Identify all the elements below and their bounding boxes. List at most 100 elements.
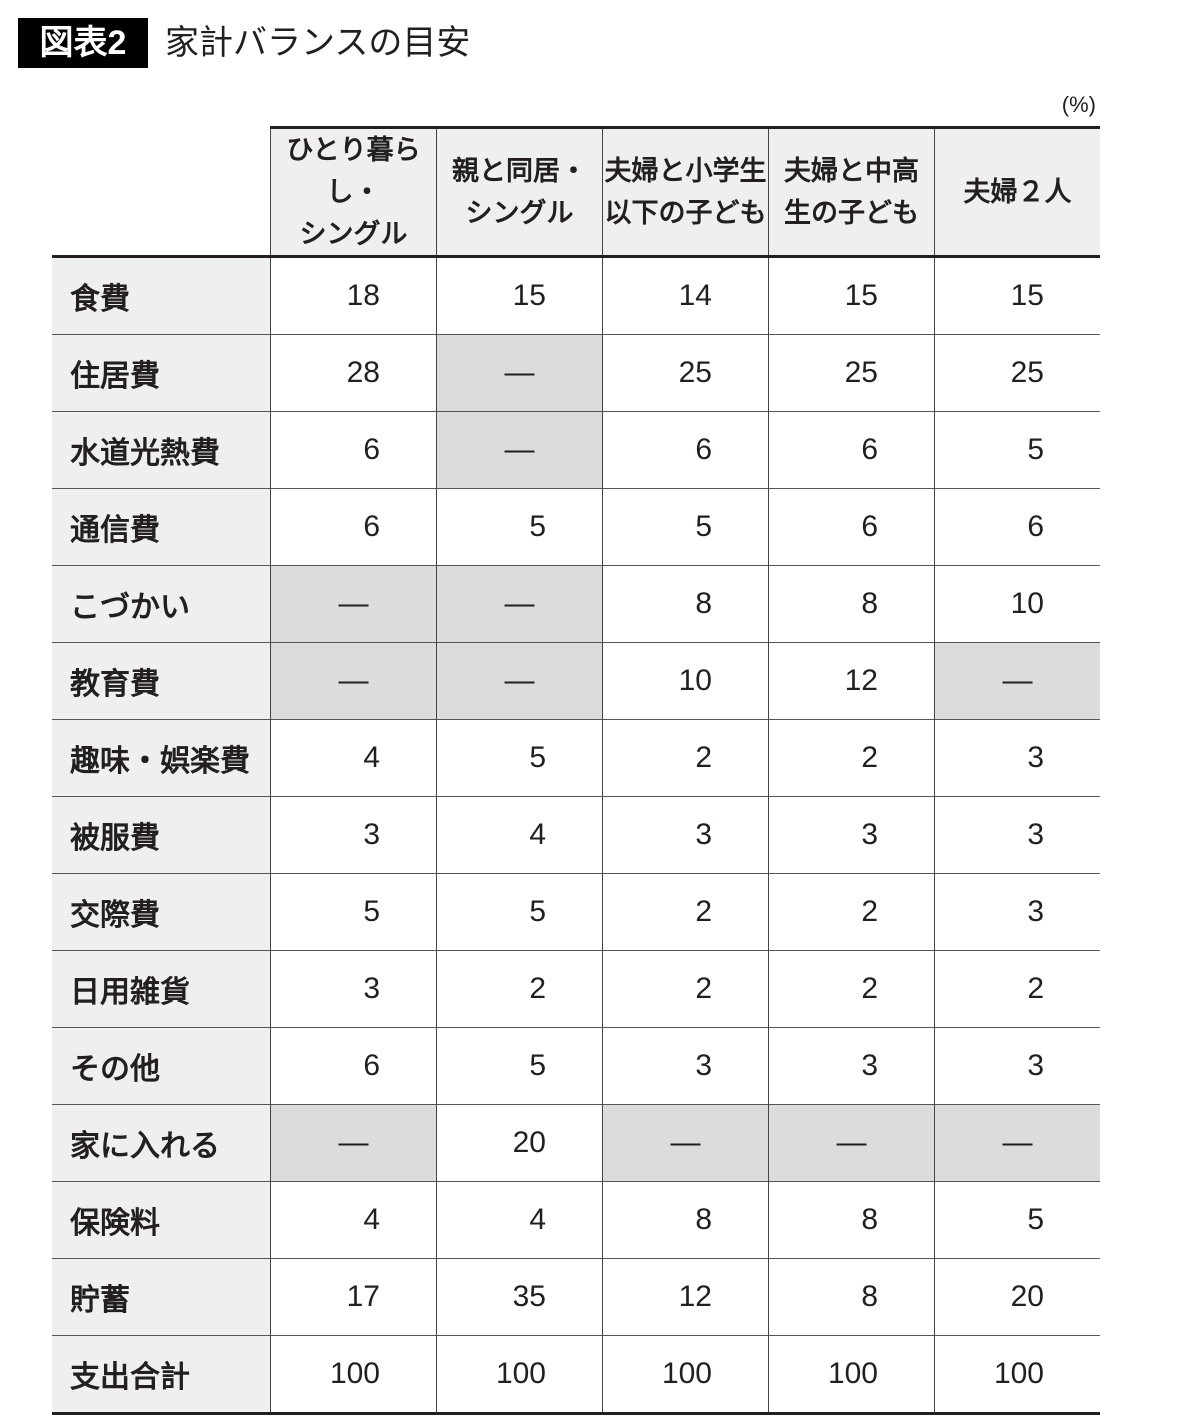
table-cell: 10 — [602, 642, 769, 720]
table-cell: 15 — [436, 256, 603, 335]
table-row: 住居費 28—25 25 25 — [52, 334, 1100, 412]
row-label: 食費 — [52, 256, 271, 335]
table-cell: 3 — [934, 796, 1100, 874]
table-cell: — — [934, 1104, 1100, 1182]
column-header: 夫婦と小学生 以下の子ども — [602, 126, 769, 257]
row-label: 教育費 — [52, 642, 271, 720]
table-cell: 5 — [934, 1181, 1100, 1259]
table-cell: 8 — [602, 565, 769, 643]
table-cell: 18 — [270, 256, 437, 335]
table-cell: 2 — [602, 719, 769, 797]
table-cell: 12 — [768, 642, 935, 720]
table-cell: 12 — [602, 1258, 769, 1336]
table-cell: 100 — [602, 1335, 769, 1414]
table-cell: 3 — [934, 873, 1100, 951]
table-cell: — — [436, 334, 603, 412]
household-budget-table: ひとり暮らし・ シングル 親と同居・ シングル 夫婦と小学生 以下の子ども 夫婦と中高 生の子… — [52, 126, 1100, 1415]
row-label: 被服費 — [52, 796, 271, 874]
table-cell: 3 — [602, 1027, 769, 1105]
table-cell: 15 — [768, 256, 935, 335]
row-label: 住居費 — [52, 334, 271, 412]
table-cell: 100 — [270, 1335, 437, 1414]
table-cell: — — [436, 565, 603, 643]
table-cell: 14 — [602, 256, 769, 335]
row-label: こづかい — [52, 565, 271, 643]
table-cell: 3 — [934, 1027, 1100, 1105]
table-row: 日用雑貨 3 2 2 2 2 — [52, 950, 1100, 1028]
table-row: 貯蓄 17 35 12 8 20 — [52, 1258, 1100, 1336]
table-cell: 2 — [602, 873, 769, 951]
table-cell: 4 — [270, 719, 437, 797]
table-cell: 2 — [602, 950, 769, 1028]
table-cell: 3 — [270, 796, 437, 874]
table-row: 通信費 6 5 5 6 6 — [52, 488, 1100, 566]
table-cell: 20 — [934, 1258, 1100, 1336]
table-cell: 6 — [270, 488, 437, 566]
column-header: 親と同居・ シングル — [436, 126, 603, 257]
table-cell: 3 — [602, 796, 769, 874]
table-cell: 3 — [768, 1027, 935, 1105]
table-cell: 2 — [768, 950, 935, 1028]
table-cell: 6 — [768, 488, 935, 566]
row-label: その他 — [52, 1027, 271, 1105]
table-cell: — — [270, 1104, 437, 1182]
table-row: 教育費 — —10 12— — [52, 642, 1100, 720]
table-row: 交際費 5 5 2 2 3 — [52, 873, 1100, 951]
row-label: 交際費 — [52, 873, 271, 951]
row-label: 貯蓄 — [52, 1258, 271, 1336]
table-cell: 100 — [768, 1335, 935, 1414]
table-cell: 100 — [934, 1335, 1100, 1414]
unit-label: (%) — [1061, 92, 1096, 117]
table-cell: — — [436, 411, 603, 489]
page-title: 家計バランスの目安 — [165, 24, 471, 62]
table-cell: — — [270, 642, 437, 720]
table-cell: 25 — [934, 334, 1100, 412]
table-row: 支出合計 100 100 100 100 100 — [52, 1335, 1100, 1414]
column-header: 夫婦と中高 生の子ども — [768, 126, 935, 257]
row-label: 通信費 — [52, 488, 271, 566]
table-cell: 8 — [602, 1181, 769, 1259]
table-cell: — — [270, 565, 437, 643]
table-cell: 3 — [934, 719, 1100, 797]
table-cell: 5 — [436, 873, 603, 951]
table-cell: — — [602, 1104, 769, 1182]
table-cell: 5 — [270, 873, 437, 951]
table-cell: 5 — [602, 488, 769, 566]
table-cell: 25 — [768, 334, 935, 412]
column-header: ひとり暮らし・ シングル — [270, 126, 437, 257]
row-label: 支出合計 — [52, 1335, 271, 1414]
table-cell: 6 — [270, 1027, 437, 1105]
table-row: 趣味・娯楽費 4 5 2 2 3 — [52, 719, 1100, 797]
table-cell: 6 — [270, 411, 437, 489]
table-cell: 4 — [436, 796, 603, 874]
table-row: 保険料 4 4 8 8 5 — [52, 1181, 1100, 1259]
table-cell: 15 — [934, 256, 1100, 335]
corner-cell — [52, 127, 271, 257]
table-cell: 5 — [436, 719, 603, 797]
table-cell: 5 — [436, 488, 603, 566]
table-cell: 3 — [768, 796, 935, 874]
table-cell: — — [934, 642, 1100, 720]
table-cell: 6 — [934, 488, 1100, 566]
table-cell: 2 — [436, 950, 603, 1028]
row-label: 保険料 — [52, 1181, 271, 1259]
table-cell: 4 — [270, 1181, 437, 1259]
table-cell: 2 — [934, 950, 1100, 1028]
table-cell: 8 — [768, 1258, 935, 1336]
table-cell: 3 — [270, 950, 437, 1028]
table-cell: 28 — [270, 334, 437, 412]
row-label: 水道光熱費 — [52, 411, 271, 489]
table-cell: 6 — [768, 411, 935, 489]
table-cell: 4 — [436, 1181, 603, 1259]
table-cell: 35 — [436, 1258, 603, 1336]
table-row: 水道光熱費 6—6 6 5 — [52, 411, 1100, 489]
table-cell: 17 — [270, 1258, 437, 1336]
table-cell: 6 — [602, 411, 769, 489]
table-cell: 100 — [436, 1335, 603, 1414]
table-cell: 2 — [768, 873, 935, 951]
table-row: こづかい — —8 8 10 — [52, 565, 1100, 643]
table-cell: — — [768, 1104, 935, 1182]
table-row: 家に入れる —20— — — — [52, 1104, 1100, 1182]
row-label: 家に入れる — [52, 1104, 271, 1182]
table-cell: 2 — [768, 719, 935, 797]
